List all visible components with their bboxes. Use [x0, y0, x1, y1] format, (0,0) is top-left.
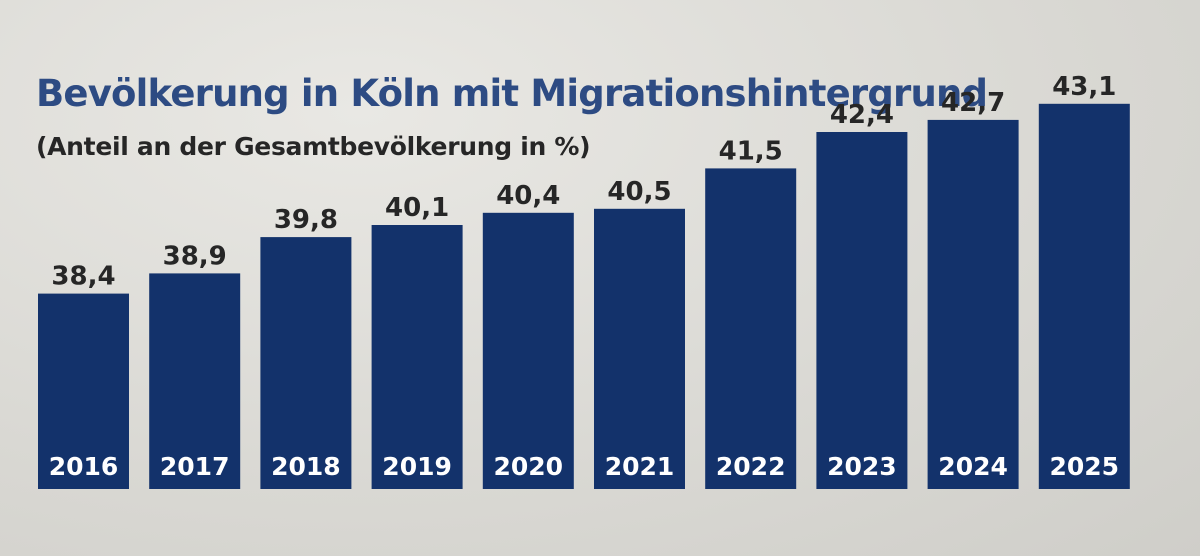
- bar-2023: [816, 132, 908, 489]
- bar-2025: [1038, 103, 1130, 490]
- category-label-2018: 2018: [271, 452, 341, 481]
- category-label-2019: 2019: [382, 452, 452, 481]
- value-label-2023: 42,4: [830, 100, 894, 130]
- category-label-2020: 2020: [494, 452, 564, 481]
- category-label-2025: 2025: [1050, 452, 1120, 481]
- bar-2018: [260, 237, 352, 489]
- bar-2022: [705, 168, 797, 489]
- value-label-2024: 42,7: [941, 88, 1005, 118]
- value-label-2020: 40,4: [496, 181, 560, 211]
- category-label-2023: 2023: [827, 452, 897, 481]
- chart-title: Bevölkerung in Köln mit Migrationshinter…: [36, 72, 988, 115]
- category-label-2016: 2016: [49, 452, 119, 481]
- bar-2020: [482, 212, 574, 490]
- value-label-2016: 38,4: [51, 262, 115, 292]
- bar-2021: [594, 208, 685, 490]
- bar-2019: [371, 225, 463, 489]
- value-label-2021: 40,5: [607, 177, 671, 207]
- value-label-2018: 39,8: [274, 205, 338, 235]
- chart-subtitle: (Anteil an der Gesamtbevölkerung in %): [36, 132, 591, 161]
- bar-2024: [927, 119, 1019, 490]
- category-label-2021: 2021: [605, 452, 675, 481]
- value-label-2019: 40,1: [385, 193, 449, 223]
- category-label-2022: 2022: [716, 452, 786, 481]
- bar-2017: [149, 273, 241, 489]
- bar-2016: [38, 293, 129, 489]
- value-label-2017: 38,9: [163, 241, 227, 271]
- category-label-2017: 2017: [160, 452, 230, 481]
- category-label-2024: 2024: [938, 452, 1008, 481]
- value-label-2025: 43,1: [1052, 72, 1116, 102]
- value-label-2022: 41,5: [719, 136, 783, 166]
